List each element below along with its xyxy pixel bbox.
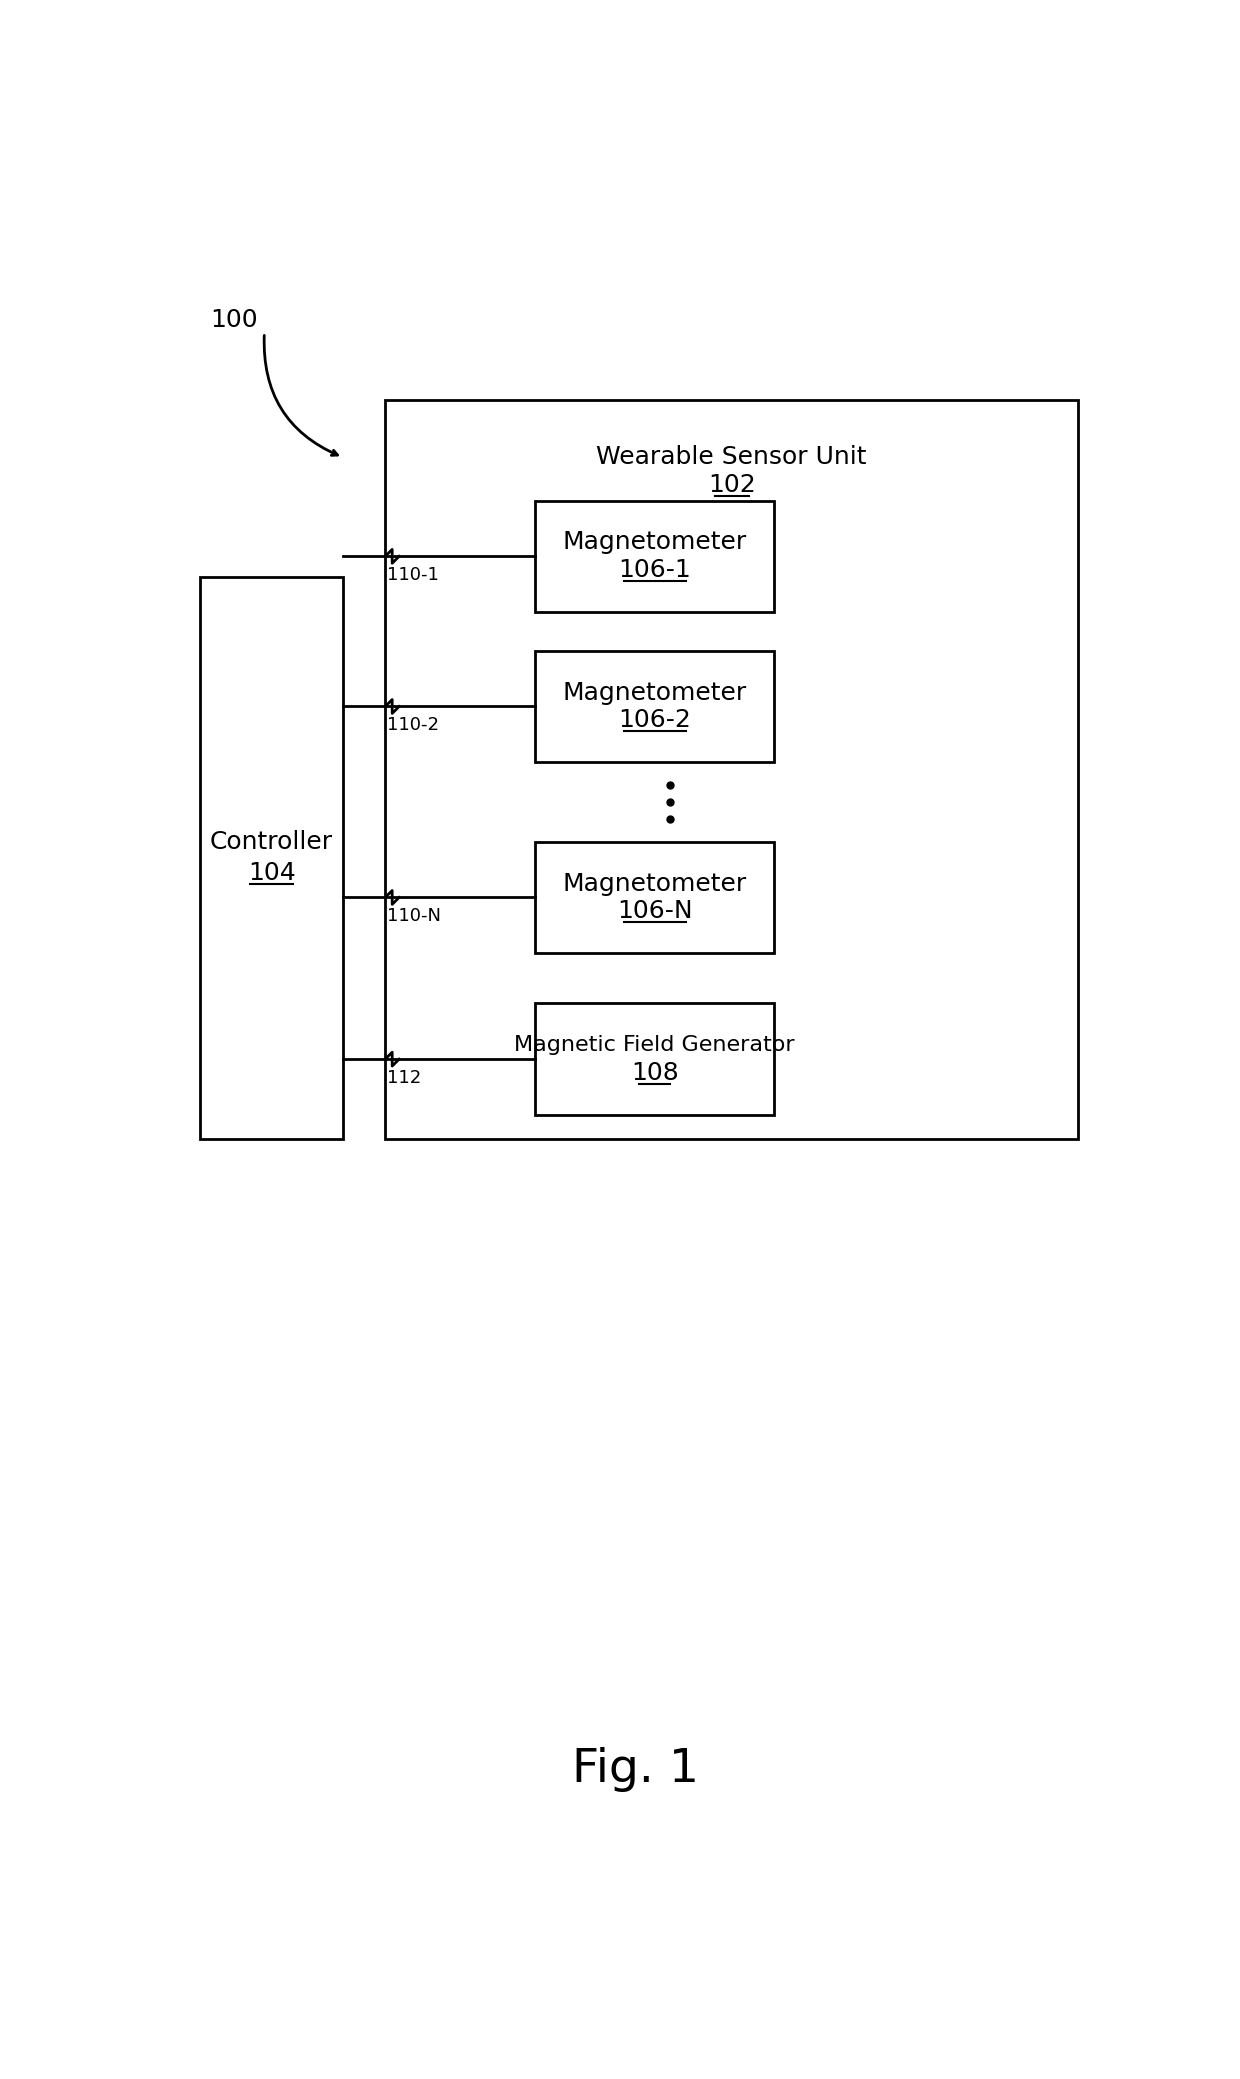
FancyBboxPatch shape (536, 1004, 774, 1114)
Text: Magnetic Field Generator: Magnetic Field Generator (515, 1035, 795, 1056)
FancyBboxPatch shape (201, 576, 343, 1139)
Text: 110-N: 110-N (387, 906, 440, 925)
Text: Magnetometer: Magnetometer (563, 530, 746, 555)
Text: 110-2: 110-2 (387, 715, 439, 734)
Text: 110-1: 110-1 (387, 565, 439, 584)
FancyBboxPatch shape (536, 651, 774, 763)
Text: 108: 108 (631, 1060, 678, 1085)
Text: Controller: Controller (210, 830, 334, 854)
Text: 106-1: 106-1 (619, 557, 691, 582)
Text: 106-N: 106-N (618, 900, 693, 923)
Text: Fig. 1: Fig. 1 (572, 1746, 699, 1792)
FancyBboxPatch shape (386, 399, 1079, 1139)
Text: 104: 104 (248, 861, 295, 886)
FancyBboxPatch shape (536, 842, 774, 954)
Text: Magnetometer: Magnetometer (563, 680, 746, 705)
Text: 106-2: 106-2 (619, 709, 691, 732)
FancyBboxPatch shape (536, 501, 774, 611)
Text: 100: 100 (211, 308, 258, 333)
Text: Wearable Sensor Unit: Wearable Sensor Unit (596, 445, 867, 470)
Text: 102: 102 (708, 474, 755, 497)
Text: Magnetometer: Magnetometer (563, 871, 746, 896)
Text: 112: 112 (387, 1069, 422, 1087)
